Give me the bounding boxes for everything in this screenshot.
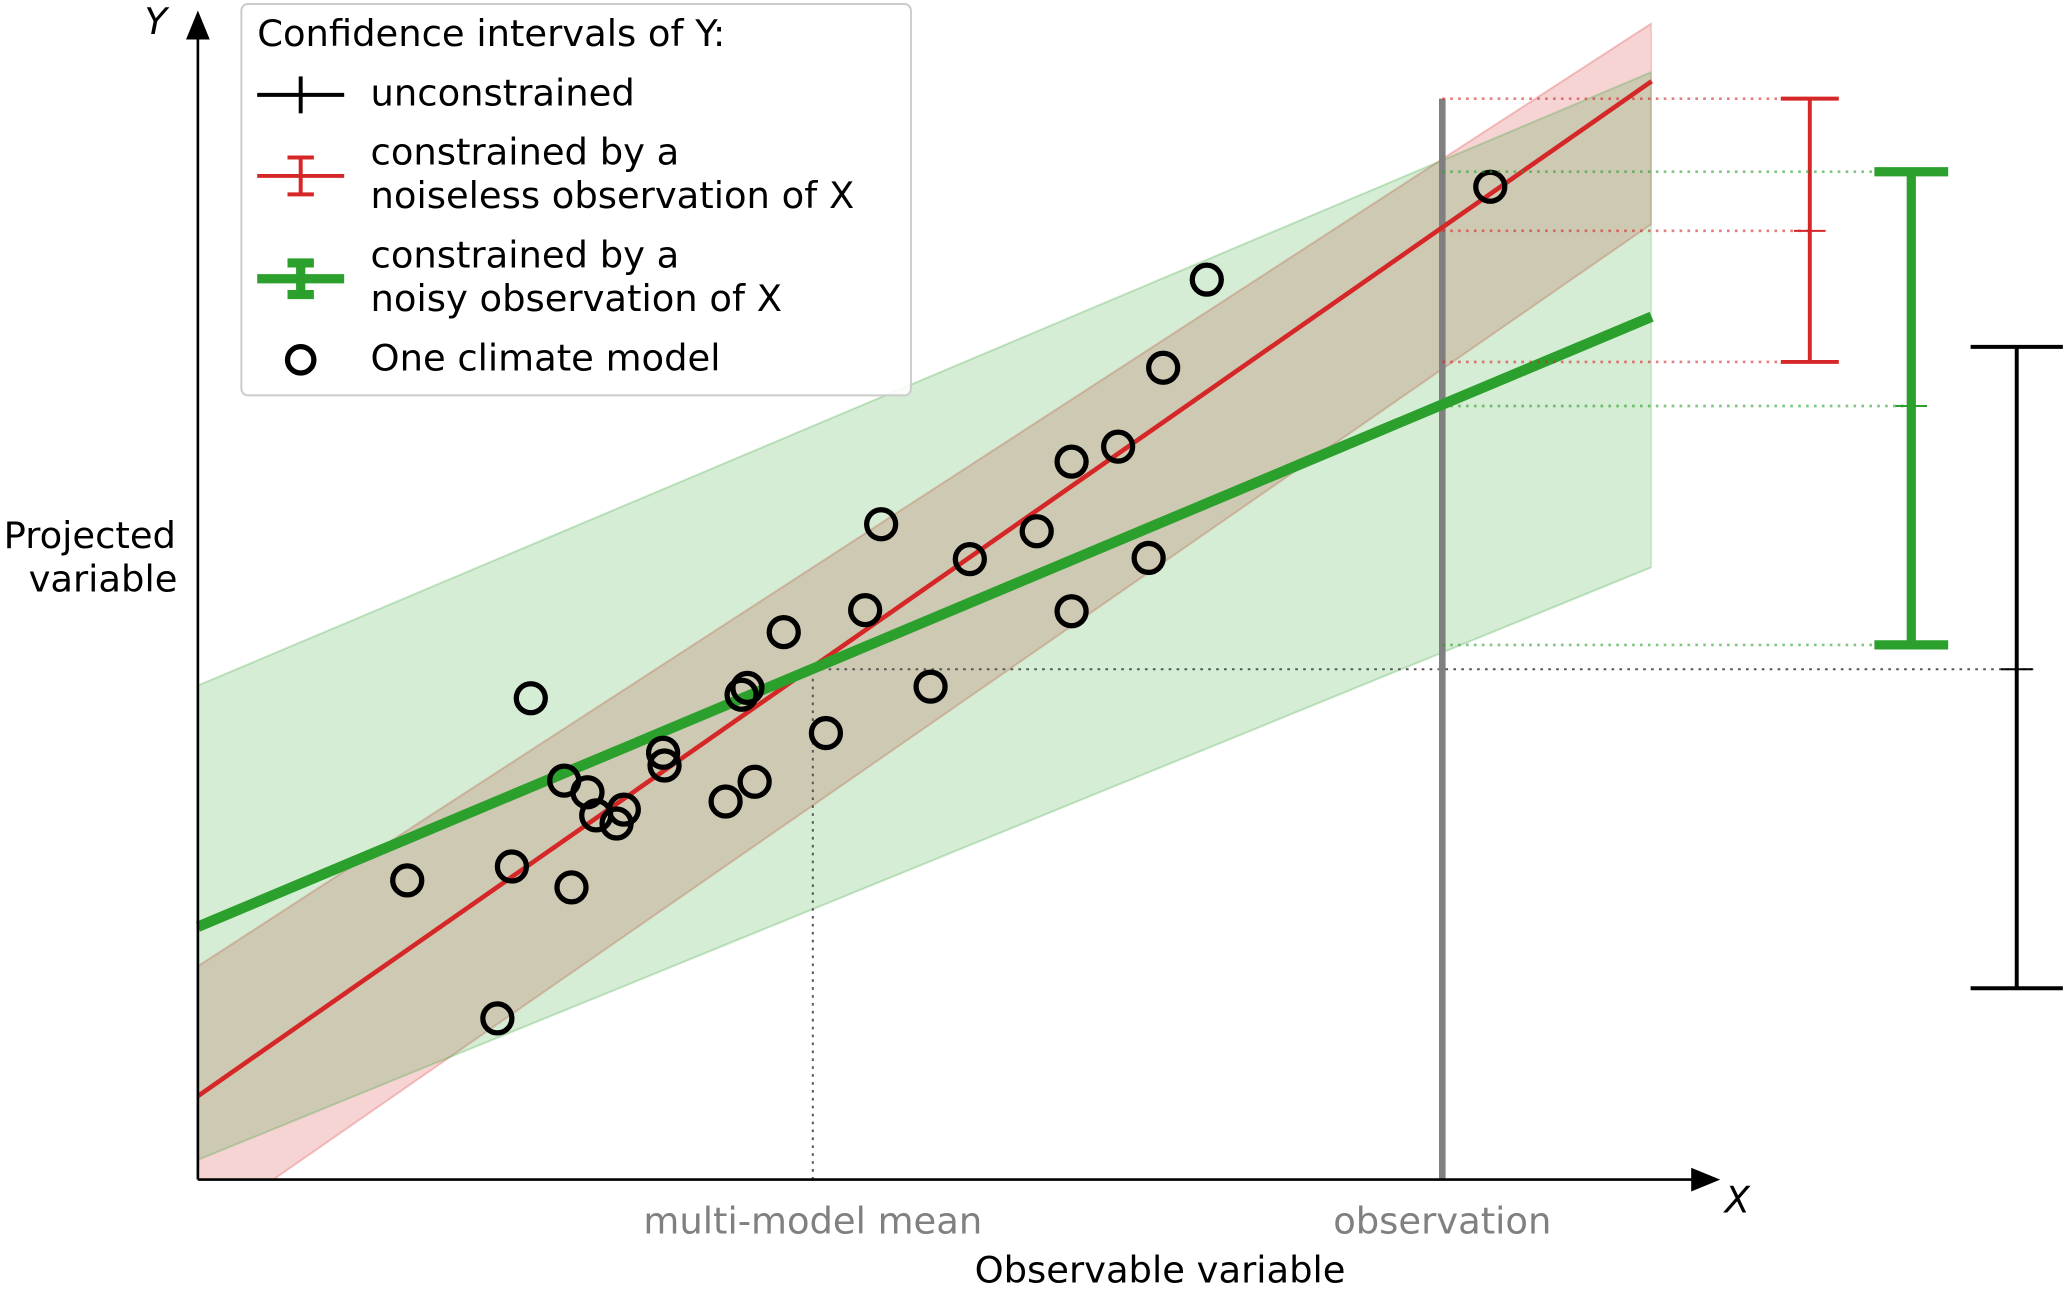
x-symbol: X: [1723, 1179, 1751, 1222]
climate-model-point: [513, 681, 548, 716]
climate-model-point: [808, 715, 844, 751]
climate-model-point: [390, 863, 425, 898]
climate-model-point: [730, 670, 765, 705]
climate-model-point: [766, 615, 801, 650]
climate-model-point: [1019, 514, 1054, 549]
legend-label: constrained by a: [371, 234, 680, 277]
x-label: Observable variable: [975, 1248, 1346, 1289]
legend-marker: [284, 343, 317, 376]
y-label: Projected: [4, 514, 176, 557]
climate-model-point: [1146, 350, 1181, 385]
climate-model-point: [1054, 594, 1089, 629]
climate-model-point: [848, 592, 883, 628]
climate-model-point: [708, 784, 743, 819]
climate-model-point: [1189, 262, 1224, 297]
legend-box: [240, 2, 912, 397]
legend-label: One climate model: [371, 336, 721, 379]
plot-area: [195, 79, 2063, 1180]
climate-model-point: [724, 677, 759, 712]
climate-model-point: [1054, 444, 1089, 479]
confidence-band: [197, 22, 1652, 1180]
climate-model-point: [1100, 429, 1136, 464]
bands: [197, 22, 1652, 1180]
climate-model-point: [913, 669, 948, 704]
legend-label: unconstrained: [371, 71, 635, 114]
climate-model-point: [1131, 540, 1166, 576]
legend-title: Confidence intervals of Y:: [257, 12, 725, 55]
regression-line: [195, 311, 1654, 932]
legend-label: noiseless observation of X: [371, 174, 855, 217]
confidence-band: [197, 70, 1652, 1161]
y-label: variable: [29, 558, 178, 601]
y-arrow: [186, 10, 210, 40]
legend: Confidence intervals of Y: unconstrained…: [240, 2, 912, 397]
climate-model-point: [647, 748, 682, 783]
climate-model-point: [645, 735, 681, 770]
climate-model-point: [952, 541, 987, 577]
climate-model-point: [606, 792, 641, 827]
climate-model-point: [480, 1001, 515, 1036]
climate-model-point: [494, 849, 530, 884]
y-symbol: Y: [144, 0, 169, 43]
climate-model-point: [864, 507, 899, 542]
x-tick-label: multi-model mean: [643, 1200, 982, 1243]
regression-line: [196, 79, 1653, 1098]
legend-label: constrained by a: [371, 131, 680, 174]
x-tick-label: observation: [1333, 1200, 1551, 1243]
legend-label: noisy observation of X: [371, 277, 782, 320]
climate-model-point: [554, 870, 589, 905]
climate-model-point: [737, 764, 772, 799]
x-arrow: [1691, 1167, 1721, 1192]
